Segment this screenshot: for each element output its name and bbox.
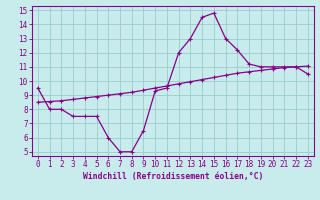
X-axis label: Windchill (Refroidissement éolien,°C): Windchill (Refroidissement éolien,°C) [83, 172, 263, 181]
